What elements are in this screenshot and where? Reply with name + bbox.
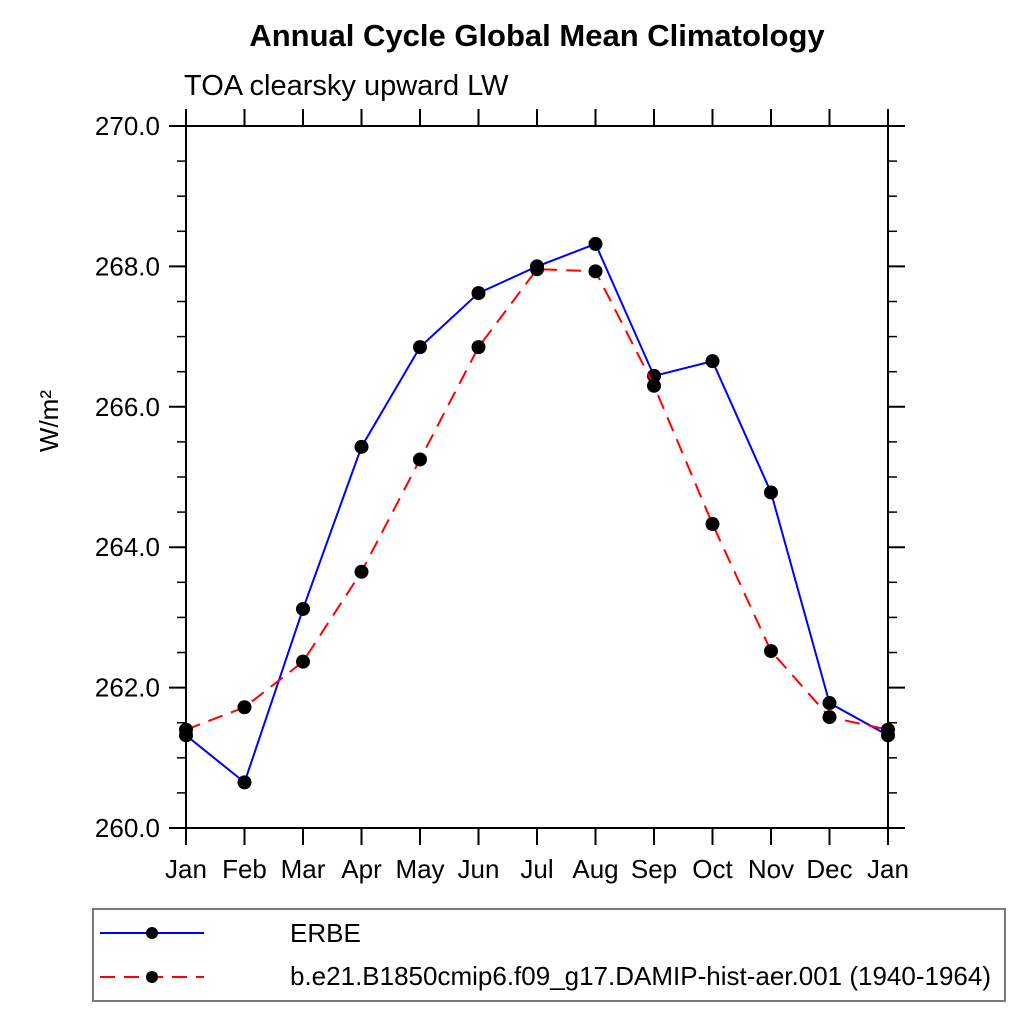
legend-label-model: b.e21.B1850cmip6.f09_g17.DAMIP-hist-aer.… (290, 961, 991, 992)
series-model (179, 262, 895, 737)
x-tick-label: Feb (222, 854, 267, 884)
x-tick-label: Apr (341, 854, 382, 884)
data-point (764, 485, 778, 500)
data-point (530, 262, 544, 277)
series-line (185, 242, 889, 785)
y-tick-label: 260.0 (95, 813, 160, 843)
data-point (822, 710, 837, 725)
data-point (237, 700, 252, 715)
data-point (705, 354, 720, 369)
x-tick-label: Nov (748, 854, 794, 884)
y-tick-label: 266.0 (95, 392, 160, 422)
y-tick-label: 268.0 (95, 251, 160, 281)
series-erbe (179, 236, 895, 790)
data-point (354, 564, 369, 579)
data-point (296, 601, 310, 616)
data-point (822, 696, 837, 711)
legend-item-model: b.e21.B1850cmip6.f09_g17.DAMIP-hist-aer.… (94, 957, 1004, 997)
x-tick-label: Oct (692, 854, 733, 884)
plot-frame (185, 125, 889, 829)
data-point (588, 236, 603, 251)
x-axis: Jan Feb Mar Apr May Jun Jul Aug Sep Oct Nov Dec Jan (165, 109, 909, 884)
x-tick-label: Aug (572, 854, 618, 884)
legend-label-erbe: ERBE (290, 917, 361, 948)
erbe-line-sample-icon (100, 927, 204, 940)
data-point (179, 722, 193, 737)
data-point (588, 264, 603, 279)
legend: ERBE b.e21.B1850cmip6.f09_g17.DAMIP-hist… (92, 908, 1006, 1002)
data-point (354, 439, 369, 454)
x-tick-label: Jan (867, 854, 909, 884)
x-tick-label: Dec (806, 854, 852, 884)
x-tick-label: Jun (458, 854, 500, 884)
y-tick-label: 264.0 (95, 532, 160, 562)
data-point (413, 340, 427, 355)
data-point (764, 644, 778, 659)
x-tick-label: Mar (281, 854, 326, 884)
y-tick-label: 270.0 (95, 111, 160, 141)
data-point (647, 378, 661, 393)
data-point (471, 286, 486, 301)
y-axis-title: W/m² (34, 390, 64, 453)
data-point (471, 340, 486, 355)
data-point (705, 517, 720, 532)
data-point (296, 654, 310, 669)
y-axis: 260.0 262.0 264.0 266.0 268.0 270.0 (95, 111, 905, 843)
series-line (185, 268, 889, 731)
legend-item-erbe: ERBE (94, 913, 1004, 953)
x-tick-label: Jul (520, 854, 553, 884)
x-tick-label: Jan (165, 854, 207, 884)
data-point (881, 722, 895, 737)
data-point (237, 775, 252, 790)
x-tick-label: May (395, 854, 444, 884)
y-tick-label: 262.0 (95, 673, 160, 703)
data-point (413, 452, 427, 467)
model-dashed-line-sample-icon (100, 970, 204, 983)
chart-canvas: Jan Feb Mar Apr May Jun Jul Aug Sep Oct Nov Dec Jan2… (95, 109, 909, 884)
chart-title: Annual Cycle Global Mean Climatology (249, 18, 825, 53)
x-tick-label: Sep (631, 854, 677, 884)
chart-subtitle: TOA clearsky upward LW (184, 70, 509, 102)
